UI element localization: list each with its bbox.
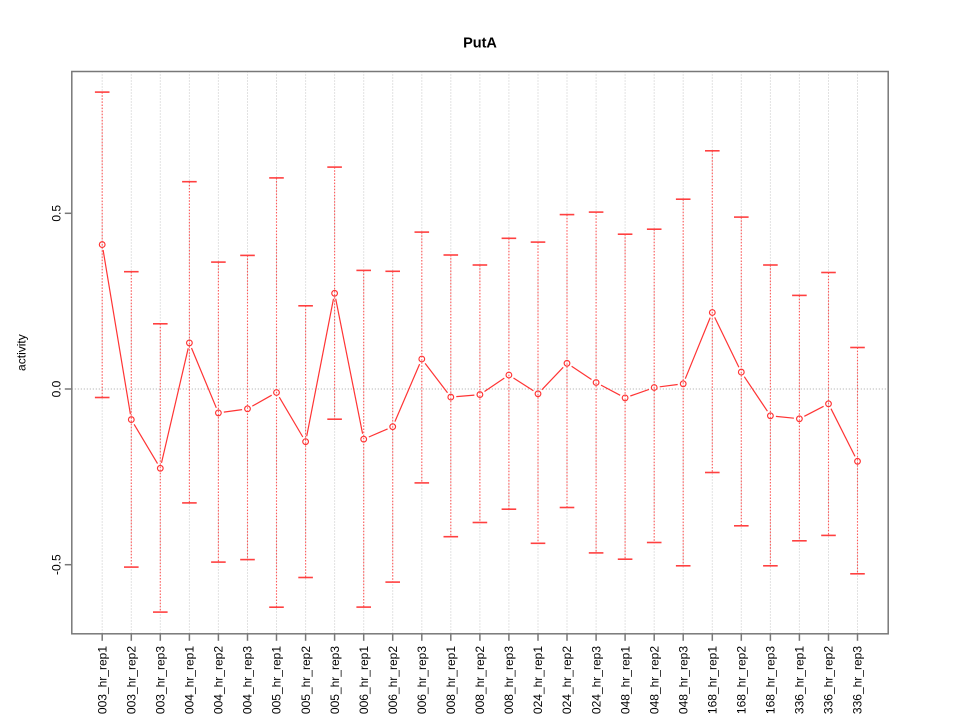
svg-text:005_hr_rep2: 005_hr_rep2 [299, 646, 313, 714]
svg-text:004_hr_rep3: 004_hr_rep3 [241, 646, 255, 714]
svg-text:024_hr_rep2: 024_hr_rep2 [560, 646, 574, 714]
svg-text:024_hr_rep3: 024_hr_rep3 [589, 646, 603, 714]
svg-text:004_hr_rep1: 004_hr_rep1 [183, 646, 197, 714]
svg-text:048_hr_rep1: 048_hr_rep1 [618, 646, 632, 714]
svg-text:336_hr_rep2: 336_hr_rep2 [822, 646, 836, 714]
svg-text:336_hr_rep3: 336_hr_rep3 [851, 646, 865, 714]
svg-text:005_hr_rep3: 005_hr_rep3 [328, 646, 342, 714]
svg-text:024_hr_rep1: 024_hr_rep1 [531, 646, 545, 714]
svg-text:006_hr_rep1: 006_hr_rep1 [357, 646, 371, 714]
svg-text:048_hr_rep3: 048_hr_rep3 [676, 646, 690, 714]
svg-text:PutA: PutA [463, 36, 497, 52]
svg-text:168_hr_rep1: 168_hr_rep1 [706, 646, 720, 714]
svg-text:003_hr_rep3: 003_hr_rep3 [154, 646, 168, 714]
svg-text:008_hr_rep1: 008_hr_rep1 [444, 646, 458, 714]
svg-text:003_hr_rep2: 003_hr_rep2 [125, 646, 139, 714]
svg-text:006_hr_rep3: 006_hr_rep3 [415, 646, 429, 714]
svg-text:004_hr_rep2: 004_hr_rep2 [212, 646, 226, 714]
svg-text:0.0: 0.0 [50, 380, 64, 397]
svg-text:activity: activity [15, 334, 29, 371]
svg-text:008_hr_rep3: 008_hr_rep3 [502, 646, 516, 714]
svg-text:336_hr_rep1: 336_hr_rep1 [793, 646, 807, 714]
svg-text:-0.5: -0.5 [50, 554, 64, 575]
svg-text:006_hr_rep2: 006_hr_rep2 [386, 646, 400, 714]
svg-text:0.5: 0.5 [50, 205, 64, 222]
svg-text:168_hr_rep3: 168_hr_rep3 [764, 646, 778, 714]
svg-text:005_hr_rep1: 005_hr_rep1 [270, 646, 284, 714]
svg-text:003_hr_rep1: 003_hr_rep1 [95, 646, 109, 714]
svg-text:048_hr_rep2: 048_hr_rep2 [647, 646, 661, 714]
svg-text:008_hr_rep2: 008_hr_rep2 [473, 646, 487, 714]
svg-text:168_hr_rep2: 168_hr_rep2 [735, 646, 749, 714]
